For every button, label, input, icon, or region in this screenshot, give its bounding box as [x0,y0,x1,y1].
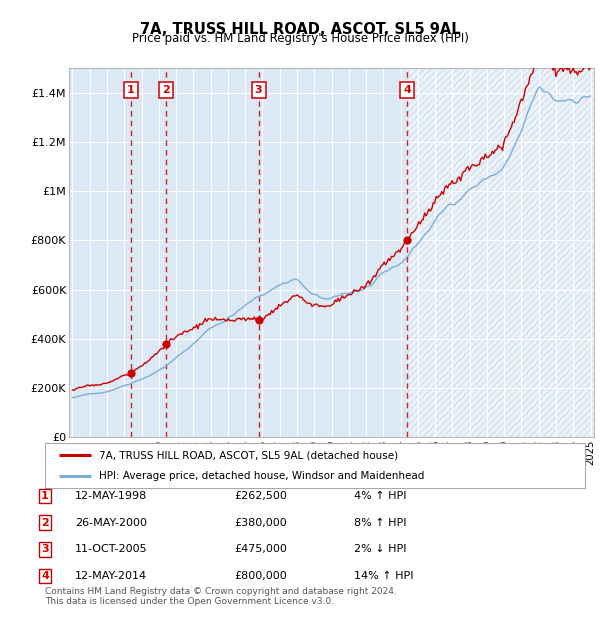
Text: £475,000: £475,000 [234,544,287,554]
Point [161,339,170,348]
Text: 7A, TRUSS HILL ROAD, ASCOT, SL5 9AL: 7A, TRUSS HILL ROAD, ASCOT, SL5 9AL [140,22,460,37]
Text: 3: 3 [255,86,262,95]
Point [402,236,412,246]
Text: 1: 1 [41,491,49,501]
Text: Contains HM Land Registry data © Crown copyright and database right 2024.
This d: Contains HM Land Registry data © Crown c… [45,587,397,606]
Text: 3: 3 [41,544,49,554]
Text: 11-OCT-2005: 11-OCT-2005 [75,544,148,554]
Point [126,368,136,378]
Text: 14% ↑ HPI: 14% ↑ HPI [354,571,413,581]
Text: £380,000: £380,000 [234,518,287,528]
Text: HPI: Average price, detached house, Windsor and Maidenhead: HPI: Average price, detached house, Wind… [99,471,424,481]
Text: 2: 2 [162,86,170,95]
Text: 2: 2 [41,518,49,528]
Text: 4% ↑ HPI: 4% ↑ HPI [354,491,407,501]
Text: 1: 1 [127,86,134,95]
Text: 26-MAY-2000: 26-MAY-2000 [75,518,147,528]
Point [254,316,263,326]
Text: 12-MAY-1998: 12-MAY-1998 [75,491,147,501]
Text: 4: 4 [403,86,411,95]
Text: 4: 4 [41,571,49,581]
Text: £262,500: £262,500 [234,491,287,501]
Text: £800,000: £800,000 [234,571,287,581]
Text: 12-MAY-2014: 12-MAY-2014 [75,571,147,581]
Text: Price paid vs. HM Land Registry's House Price Index (HPI): Price paid vs. HM Land Registry's House … [131,32,469,45]
Text: 2% ↓ HPI: 2% ↓ HPI [354,544,407,554]
Text: 7A, TRUSS HILL ROAD, ASCOT, SL5 9AL (detached house): 7A, TRUSS HILL ROAD, ASCOT, SL5 9AL (det… [99,450,398,461]
Text: 8% ↑ HPI: 8% ↑ HPI [354,518,407,528]
